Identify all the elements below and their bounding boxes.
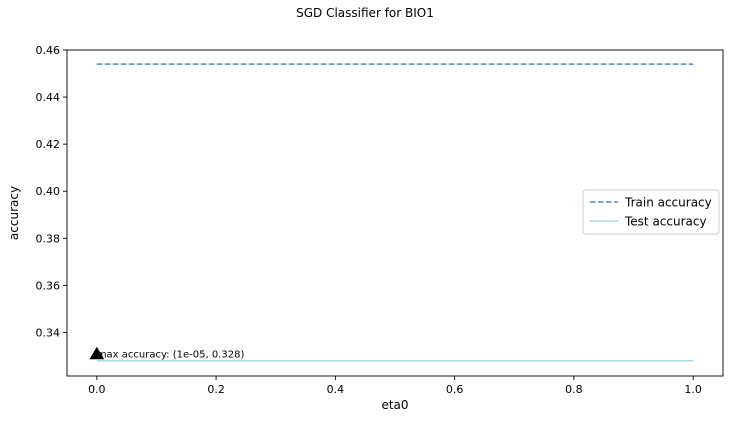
- chart-title: SGD Classifier for BIO1: [296, 6, 434, 20]
- y-tick-label: 0.44: [36, 91, 61, 104]
- y-tick-label: 0.38: [36, 232, 61, 245]
- x-tick-label: 0.6: [446, 383, 464, 396]
- x-tick-label: 0.8: [565, 383, 583, 396]
- y-axis-label: accuracy: [7, 186, 21, 240]
- legend-label-1: Test accuracy: [624, 215, 707, 229]
- y-tick-label: 0.42: [36, 138, 61, 151]
- legend-box: [582, 189, 720, 235]
- x-tick-label: 0.0: [88, 383, 106, 396]
- x-tick-label: 0.2: [207, 383, 225, 396]
- plot-area: 0.0 0.2 0.4 0.6 0.8 1.0 0.34 0.36 0.38 0.40 0.42 0.…: [36, 44, 724, 396]
- y-tick-label: 0.34: [36, 326, 61, 339]
- annotation-marker: [89, 346, 105, 360]
- annotation-text: max accuracy: (1e-05, 0.328): [97, 350, 245, 361]
- legend: Train accuracy Test accuracy: [582, 189, 720, 235]
- y-tick-label: 0.40: [36, 185, 61, 198]
- legend-label-0: Train accuracy: [624, 196, 712, 210]
- x-axis-label: eta0: [381, 398, 408, 412]
- x-tick-label: 0.4: [327, 383, 345, 396]
- x-tick-label: 1.0: [684, 383, 702, 396]
- plot-frame: [66, 49, 724, 377]
- y-tick-label: 0.46: [36, 44, 61, 57]
- y-tick-label: 0.36: [36, 279, 61, 292]
